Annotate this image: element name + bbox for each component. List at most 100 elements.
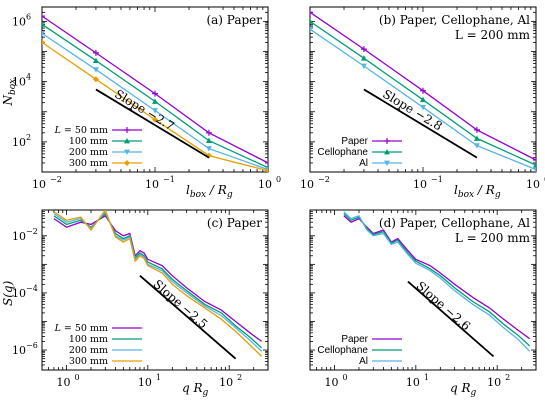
data-point <box>124 127 130 133</box>
data-point <box>384 138 390 144</box>
y-tick-exponent: 4 <box>26 73 31 82</box>
panel-subtitle: L = 200 mm <box>455 231 531 245</box>
data-point <box>360 46 367 53</box>
panel-title: (b) Paper, Cellophane, Al <box>379 13 530 27</box>
data-point <box>310 18 313 24</box>
x-axis-label: q Rg <box>182 381 209 398</box>
y-tick-label: 10 <box>12 287 26 300</box>
panel-title: (a) Paper <box>206 13 262 27</box>
y-axis-label: S(q) <box>1 280 15 306</box>
data-point <box>360 63 367 70</box>
slope-line <box>139 275 237 360</box>
y-tick-label: 10 <box>12 15 26 28</box>
legend-label: 300 mm <box>69 158 108 169</box>
legend-label: Cellophane <box>317 147 368 158</box>
slope-label: Slope −2.6 <box>414 279 474 334</box>
x-tick-label: 10 <box>32 178 46 191</box>
data-point <box>310 26 313 33</box>
y-tick-exponent: 2 <box>26 133 31 142</box>
data-point <box>533 157 536 164</box>
data-point <box>265 159 268 166</box>
panel-2: 10−210−1100lbox / Rg(b) Paper, Cellophan… <box>300 6 545 200</box>
legend-label: 300 mm <box>69 356 108 367</box>
data-point <box>124 138 130 144</box>
data-point <box>473 143 480 149</box>
data-point <box>533 167 536 172</box>
data-point <box>152 98 158 104</box>
x-tick-exponent: 0 <box>74 373 79 382</box>
x-tick-label: 10 <box>487 376 501 389</box>
y-tick-exponent: −4 <box>26 284 38 293</box>
x-tick-exponent: 0 <box>342 373 347 382</box>
x-tick-exponent: 1 <box>424 373 429 382</box>
plot-frame <box>41 209 269 371</box>
legend-label: Cellophane <box>317 345 368 356</box>
data-point <box>360 55 367 61</box>
x-tick-label: 10 <box>526 178 540 191</box>
data-point <box>420 104 426 111</box>
x-axis-label: lbox / Rg <box>186 183 233 200</box>
data-point <box>205 146 212 152</box>
plot-area <box>310 9 536 172</box>
data-point <box>92 49 99 56</box>
data-point <box>152 108 158 114</box>
x-tick-label: 10 <box>300 178 314 191</box>
data-point <box>265 167 268 172</box>
data-point <box>42 21 45 27</box>
plot-frame <box>309 209 537 371</box>
data-point <box>42 30 45 37</box>
legend-label: 100 mm <box>69 334 108 345</box>
panel-subtitle: L = 200 mm <box>455 28 531 42</box>
data-point <box>310 9 313 16</box>
data-point <box>205 129 212 136</box>
legend-label: Paper <box>341 136 368 147</box>
legend-label: Al <box>359 356 368 367</box>
y-tick-label: 10 <box>12 230 26 243</box>
legend-label: 200 mm <box>69 147 108 158</box>
x-tick-exponent: 2 <box>237 373 242 382</box>
y-axis-label: Nbox <box>1 79 18 107</box>
x-tick-label: 10 <box>258 178 272 191</box>
data-point <box>152 116 158 123</box>
legend-label: 100 mm <box>69 136 108 147</box>
y-tick-exponent: 6 <box>26 12 31 21</box>
legend-label: L = 50 mm <box>54 323 108 334</box>
panel-3: 10 0 10 1 10 210 −610 −410 −2q RgS(q)(c) PaperSl… <box>1 209 269 398</box>
data-point <box>533 162 536 168</box>
x-tick-exponent: −2 <box>318 175 330 184</box>
x-tick-label: 10 <box>145 178 159 191</box>
data-point <box>42 13 45 20</box>
panel-title: (d) Paper, Cellophane, Al <box>379 216 530 230</box>
data-point <box>42 39 45 46</box>
slope-line <box>407 280 495 358</box>
y-tick-exponent: −6 <box>26 341 38 350</box>
x-tick-exponent: −1 <box>431 175 443 184</box>
x-tick-exponent: −1 <box>163 175 175 184</box>
data-point <box>420 87 426 94</box>
x-tick-label: 10 <box>413 178 427 191</box>
x-axis-label: q Rg <box>450 381 477 398</box>
plot-area <box>42 13 268 172</box>
plot-area <box>343 211 531 352</box>
data-point <box>384 160 390 166</box>
data-point <box>384 149 390 155</box>
series-line-3 <box>343 211 531 352</box>
x-tick-exponent: 1 <box>156 373 161 382</box>
legend-label: 200 mm <box>69 345 108 356</box>
y-tick-exponent: −2 <box>26 227 38 236</box>
legend-label: Al <box>359 158 368 169</box>
x-axis-label: lbox / Rg <box>454 183 501 200</box>
slope-line <box>95 88 210 159</box>
slope-line <box>363 88 478 159</box>
x-tick-label: 10 <box>219 376 233 389</box>
panel-4: 10 0 10 1 10 2 q Rg (d) Paper, Cellophane, AlL … <box>309 209 537 398</box>
slope-label: Slope −2.8 <box>380 87 445 134</box>
x-tick-exponent: 2 <box>505 373 510 382</box>
data-point <box>205 137 212 144</box>
legend-label: L = 50 mm <box>54 125 108 136</box>
plot-area <box>53 210 263 357</box>
x-tick-label: 10 <box>324 376 338 389</box>
data-point <box>124 160 130 166</box>
x-tick-label: 10 <box>406 376 420 389</box>
